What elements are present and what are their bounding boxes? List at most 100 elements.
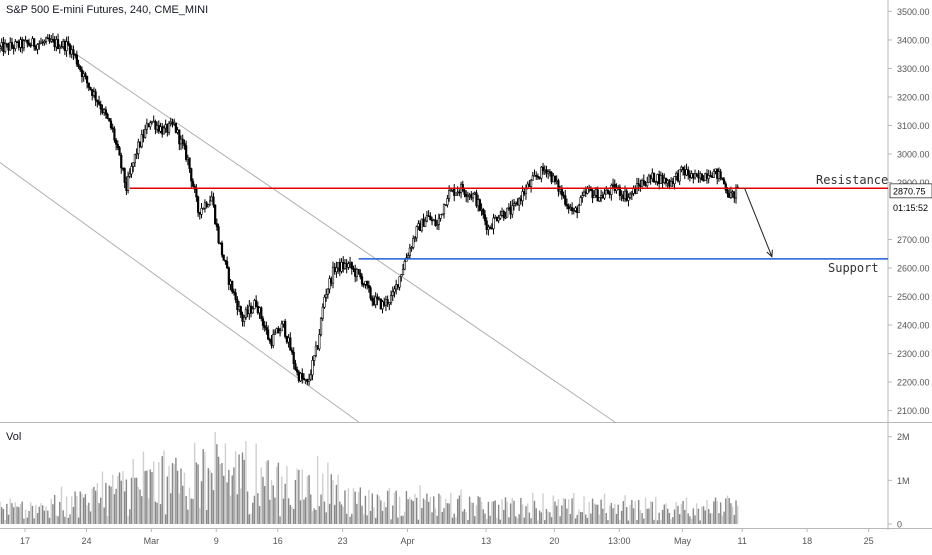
candle-body <box>292 351 295 364</box>
volume-bar <box>474 516 476 524</box>
candle-body <box>430 219 434 222</box>
volume-bar <box>711 513 713 524</box>
candle-body <box>260 307 263 319</box>
candle-body <box>666 180 669 184</box>
volume-bar <box>23 518 25 524</box>
volume-pane-label: Vol <box>6 431 22 443</box>
candle-body <box>333 266 336 273</box>
candle-body <box>642 180 645 185</box>
volume-bar <box>134 477 136 524</box>
candle-body <box>202 208 205 210</box>
candle <box>210 191 213 202</box>
candle <box>545 165 548 178</box>
volume-bar <box>200 481 203 524</box>
volume-bar <box>728 498 730 524</box>
candle <box>371 295 374 307</box>
volume-bar <box>383 501 385 524</box>
volume-bar <box>494 500 496 524</box>
volume-bar <box>658 512 660 524</box>
candle-body <box>219 242 222 245</box>
candle-body <box>173 122 176 125</box>
candle-body <box>200 208 203 215</box>
candle <box>38 40 41 50</box>
candle <box>289 332 292 351</box>
candle <box>195 184 198 202</box>
candle <box>436 219 439 230</box>
candle-body <box>372 300 376 306</box>
candle <box>248 300 251 320</box>
candle <box>154 119 157 135</box>
candle-body <box>712 170 715 178</box>
candle-body <box>444 204 447 206</box>
candle <box>70 45 73 59</box>
volume-bar <box>115 488 117 524</box>
candle-body <box>289 337 292 351</box>
candle <box>673 175 676 190</box>
candle <box>251 305 254 314</box>
candle-body <box>531 175 534 181</box>
time-tick-label: 23 <box>338 536 348 546</box>
candle-body <box>593 194 596 199</box>
candle <box>613 179 616 194</box>
candle <box>699 171 702 183</box>
candle-body <box>620 194 623 197</box>
candle <box>159 122 162 134</box>
candle <box>487 224 490 236</box>
volume-bar <box>320 494 322 524</box>
current-price-box <box>889 183 932 199</box>
candle-body <box>574 207 577 211</box>
volume-bar <box>596 504 599 524</box>
candle <box>256 301 259 315</box>
candle-body <box>535 175 538 177</box>
volume-bar <box>627 520 630 524</box>
candle-body <box>704 173 707 181</box>
candle <box>685 163 688 177</box>
candle-body <box>345 263 348 268</box>
candle-body <box>437 217 440 225</box>
candle <box>314 341 318 358</box>
candle-body <box>611 183 615 186</box>
candle <box>574 206 577 213</box>
candle <box>121 167 125 172</box>
candle <box>572 207 575 215</box>
candle-body <box>60 46 63 48</box>
candle-body <box>734 187 738 199</box>
candle-body <box>354 268 357 277</box>
candle-body <box>0 42 3 48</box>
volume-bar <box>188 487 191 524</box>
candle <box>97 95 101 106</box>
candle <box>415 225 418 242</box>
volume-bar <box>446 503 449 524</box>
candle-body <box>115 139 118 145</box>
candle-body <box>103 109 106 113</box>
candle <box>724 181 727 194</box>
candle-body <box>314 345 318 356</box>
volume-bar <box>368 489 370 524</box>
price-tick-label: 2600.00 <box>897 264 930 274</box>
candle-body <box>492 217 495 229</box>
candle-body <box>543 169 546 172</box>
volume-bar <box>311 511 314 524</box>
volume-bar <box>180 468 182 524</box>
candle <box>569 203 572 211</box>
candle <box>386 295 389 308</box>
volume-bar <box>704 510 706 524</box>
candle <box>675 171 678 181</box>
candle <box>709 170 712 178</box>
volume-bar <box>275 466 278 524</box>
volume-bar <box>692 508 695 524</box>
volume-bar <box>397 517 399 524</box>
volume-bar <box>364 495 367 524</box>
volume-layer <box>0 432 739 524</box>
candle <box>463 187 466 198</box>
volume-bar <box>147 498 150 524</box>
volume-bar <box>557 499 560 524</box>
candle <box>683 165 686 180</box>
volume-bar <box>253 495 256 524</box>
candle <box>337 262 340 274</box>
candle <box>596 186 599 202</box>
candle <box>512 198 516 211</box>
candle <box>630 190 633 201</box>
volume-bar <box>602 508 604 524</box>
